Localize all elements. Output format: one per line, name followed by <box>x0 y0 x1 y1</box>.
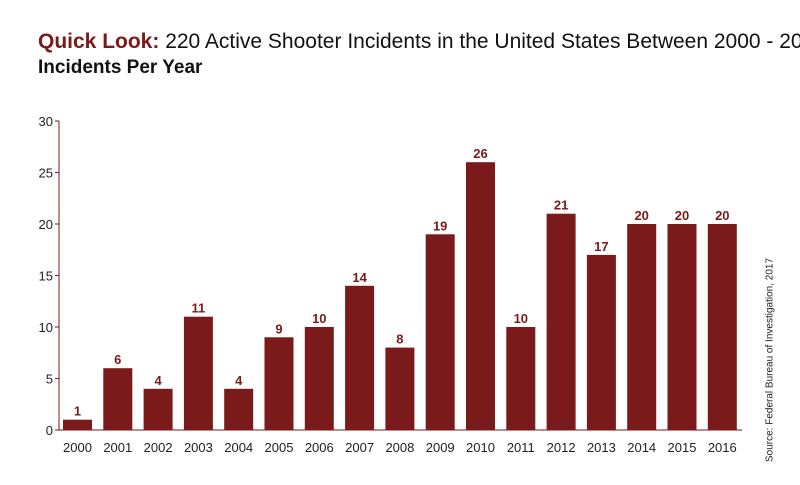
x-tick-label: 2009 <box>426 440 455 455</box>
bar <box>506 327 536 430</box>
bar <box>627 224 657 430</box>
data-label: 4 <box>235 373 243 388</box>
bar <box>143 388 173 430</box>
bar <box>586 254 616 430</box>
data-label: 20 <box>634 208 648 223</box>
data-label: 8 <box>396 332 403 347</box>
x-tick-label: 2006 <box>305 440 334 455</box>
title-lead: Quick Look: <box>38 30 160 53</box>
x-tick-label: 2002 <box>144 440 173 455</box>
y-tick-label: 10 <box>39 320 53 335</box>
x-tick-label: 2007 <box>345 440 374 455</box>
data-label: 17 <box>594 239 608 254</box>
y-tick-label: 25 <box>39 166 53 181</box>
x-tick-label: 2003 <box>184 440 213 455</box>
x-tick-label: 2012 <box>547 440 576 455</box>
data-label: 19 <box>433 218 447 233</box>
data-label: 11 <box>192 301 206 316</box>
y-tick-label: 15 <box>39 269 53 284</box>
x-tick-label: 2015 <box>668 440 697 455</box>
bar <box>103 368 133 430</box>
y-tick-label: 30 <box>39 114 53 129</box>
x-tick-label: 2005 <box>265 440 294 455</box>
data-label: 26 <box>473 146 487 161</box>
data-label: 20 <box>715 208 729 223</box>
bar <box>224 388 254 430</box>
data-label: 6 <box>114 352 121 367</box>
bar <box>667 224 697 430</box>
bar <box>466 162 495 430</box>
y-tick-label: 20 <box>39 217 53 232</box>
y-tick-label: 0 <box>46 423 53 438</box>
x-tick-label: 2014 <box>627 440 656 455</box>
bar <box>385 347 415 430</box>
bar <box>63 419 92 430</box>
x-tick-label: 2011 <box>507 440 535 455</box>
x-tick-label: 2008 <box>385 440 414 455</box>
bar <box>546 213 576 430</box>
bar <box>425 234 455 430</box>
data-label: 1 <box>74 404 81 419</box>
chart-subtitle: Incidents Per Year <box>38 57 203 78</box>
x-tick-label: 2001 <box>103 440 132 455</box>
x-tick-label: 2013 <box>587 440 616 455</box>
x-tick-label: 2004 <box>224 440 253 455</box>
x-tick-label: 2010 <box>466 440 495 455</box>
bar <box>304 327 334 430</box>
bar <box>183 316 213 430</box>
x-tick-label: 2016 <box>708 440 737 455</box>
data-label: 10 <box>312 311 326 326</box>
data-label: 21 <box>554 198 568 213</box>
data-label: 14 <box>352 270 367 285</box>
y-tick-label: 5 <box>46 372 53 387</box>
title-rest: 220 Active Shooter Incidents in the Unit… <box>159 30 800 53</box>
source-note: Source: Federal Bureau of Investigation,… <box>764 257 776 463</box>
chart-title: Quick Look: 220 Active Shooter Incidents… <box>38 30 800 54</box>
data-label: 9 <box>275 321 282 336</box>
data-label: 4 <box>154 373 162 388</box>
bar <box>707 224 737 430</box>
bar <box>264 337 294 430</box>
x-tick-label: 2000 <box>63 440 92 455</box>
bar <box>345 285 375 430</box>
data-label: 20 <box>675 208 689 223</box>
data-label: 10 <box>514 311 528 326</box>
